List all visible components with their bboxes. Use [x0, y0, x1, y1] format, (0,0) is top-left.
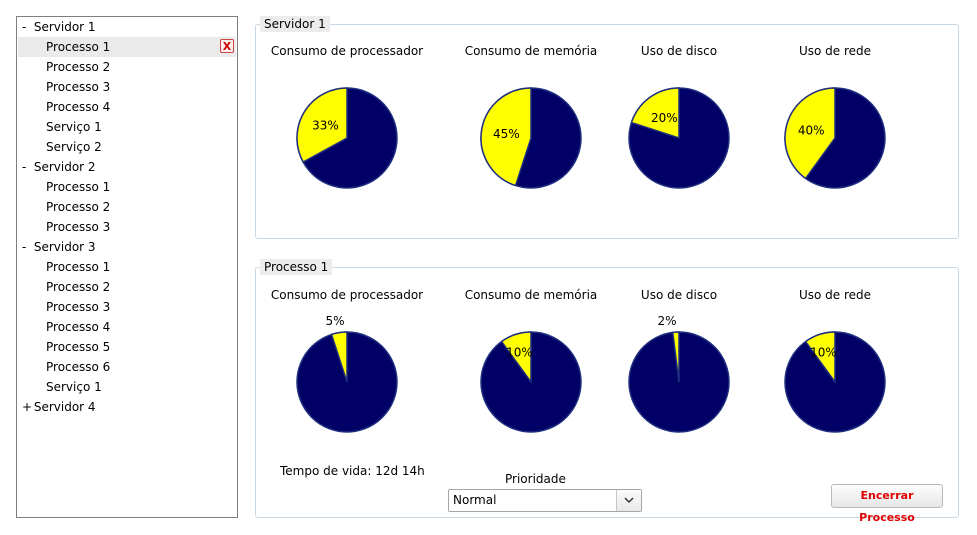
server-group-title: Servidor 1	[260, 16, 330, 32]
tree-item-label: Processo 3	[46, 220, 111, 234]
pie-value-label: 10%	[810, 346, 837, 360]
chevron-down-icon	[624, 497, 634, 504]
tree-item-label: Processo 1	[46, 180, 111, 194]
tree-item-label: Servidor 3	[33, 240, 96, 254]
tree-item[interactable]: Processo 2	[18, 277, 236, 297]
server-group: Servidor 1	[255, 16, 959, 239]
tree-item-label: Processo 3	[46, 80, 111, 94]
end-process-button[interactable]: Encerrar Processo	[831, 484, 943, 524]
tree-item-label: Processo 1	[46, 40, 111, 54]
tree-item-label: Serviço 1	[46, 380, 102, 394]
tree-item[interactable]: Processo 5	[18, 337, 236, 357]
tree-item[interactable]: Processo 3	[18, 217, 236, 237]
pie-value-label: 2%	[657, 314, 676, 328]
server-tree[interactable]: - Servidor 1 Processo 1 X Processo 2 Process…	[16, 16, 238, 518]
pie-chart: 5%	[296, 314, 398, 433]
pie-value-label: 33%	[312, 118, 339, 132]
pie-chart: 10%	[480, 331, 582, 433]
tree-item[interactable]: Serviço 2	[18, 137, 236, 157]
tree-item-label: Processo 4	[46, 100, 111, 114]
tree-item-label: Processo 5	[46, 340, 111, 354]
pie-slice-used	[671, 331, 680, 383]
pie-chart-title: Consumo de memória	[464, 44, 598, 58]
pie-chart-title: Consumo de memória	[464, 288, 598, 302]
pie-chart-title: Uso de disco	[640, 288, 718, 302]
pie-value-label: 5%	[325, 314, 344, 328]
pie-chart: 45%	[480, 87, 582, 189]
tree-item-label: Processo 2	[46, 280, 111, 294]
tree-item-label: Processo 4	[46, 320, 111, 334]
tree-item-label: Processo 3	[46, 300, 111, 314]
collapse-icon[interactable]: -	[22, 240, 27, 254]
pie-chart: 20%	[628, 87, 730, 189]
pie-slice-used	[296, 87, 348, 164]
tree-item[interactable]: Serviço 1	[18, 377, 236, 397]
tree-item-label: Processo 2	[46, 200, 111, 214]
pie-slice-used	[804, 331, 836, 385]
pie-chart: 40%	[784, 87, 886, 189]
pie-chart-title: Uso de rede	[798, 288, 872, 302]
tree-item-label: Processo 2	[46, 60, 111, 74]
tree-item-label: Servidor 1	[33, 20, 96, 34]
priority-label: Prioridade	[505, 472, 566, 486]
tree-item[interactable]: Processo 2	[18, 197, 236, 217]
tree-item[interactable]: Processo 1	[18, 257, 236, 277]
pie-slice-used	[330, 331, 348, 383]
pie-chart: 10%	[784, 331, 886, 433]
tree-item[interactable]: Processo 3	[18, 77, 236, 97]
pie-chart: 33%	[296, 87, 398, 189]
collapse-icon[interactable]: -	[22, 20, 27, 34]
tree-server-node[interactable]: + Servidor 4	[18, 397, 236, 417]
pie-value-label: 40%	[798, 123, 825, 137]
expand-icon[interactable]: +	[22, 400, 33, 414]
pie-slice-used	[500, 331, 532, 385]
pie-chart-title: Uso de rede	[798, 44, 872, 58]
pie-chart: 2%	[628, 314, 730, 433]
tree-item-label: Servidor 4	[33, 400, 96, 414]
pie-chart-title: Uso de disco	[640, 44, 718, 58]
tree-item[interactable]: Processo 6	[18, 357, 236, 377]
pie-slice-used	[480, 87, 532, 187]
collapse-icon[interactable]: -	[22, 160, 27, 174]
process-group-title: Processo 1	[260, 259, 333, 275]
priority-select-value: Normal	[453, 493, 497, 507]
priority-dropdown-button[interactable]	[616, 490, 641, 511]
pie-value-label: 10%	[506, 346, 533, 360]
tree-item-label: Processo 1	[46, 260, 111, 274]
pie-slice-used	[784, 87, 836, 180]
tree-item[interactable]: Serviço 1	[18, 117, 236, 137]
tree-item[interactable]: Processo 2	[18, 57, 236, 77]
tree-item-label: Serviço 1	[46, 120, 102, 134]
priority-select[interactable]: Normal	[448, 489, 642, 512]
tree-item-label: Servidor 2	[33, 160, 96, 174]
tree-item[interactable]: Processo 1	[18, 177, 236, 197]
tree-item[interactable]: Processo 3	[18, 297, 236, 317]
lifetime-label: Tempo de vida: 12d 14h	[280, 464, 425, 478]
process-group: Processo 1	[255, 259, 959, 518]
tree-item[interactable]: Processo 1 X	[18, 37, 236, 57]
pie-value-label: 45%	[493, 127, 520, 141]
tree-server-node[interactable]: - Servidor 1	[18, 17, 236, 37]
tree-item-label: Serviço 2	[46, 140, 102, 154]
tree-item[interactable]: Processo 4	[18, 97, 236, 117]
pie-value-label: 20%	[651, 111, 678, 125]
tree-item[interactable]: Processo 4	[18, 317, 236, 337]
tree-item-label: Processo 6	[46, 360, 111, 374]
tree-server-node[interactable]: - Servidor 2	[18, 157, 236, 177]
tree-server-node[interactable]: - Servidor 3	[18, 237, 236, 257]
close-icon[interactable]: X	[220, 39, 234, 53]
pie-chart-title: Consumo de processador	[270, 44, 424, 58]
pie-chart-title: Consumo de processador	[270, 288, 424, 302]
pie-slice-used	[630, 87, 680, 140]
